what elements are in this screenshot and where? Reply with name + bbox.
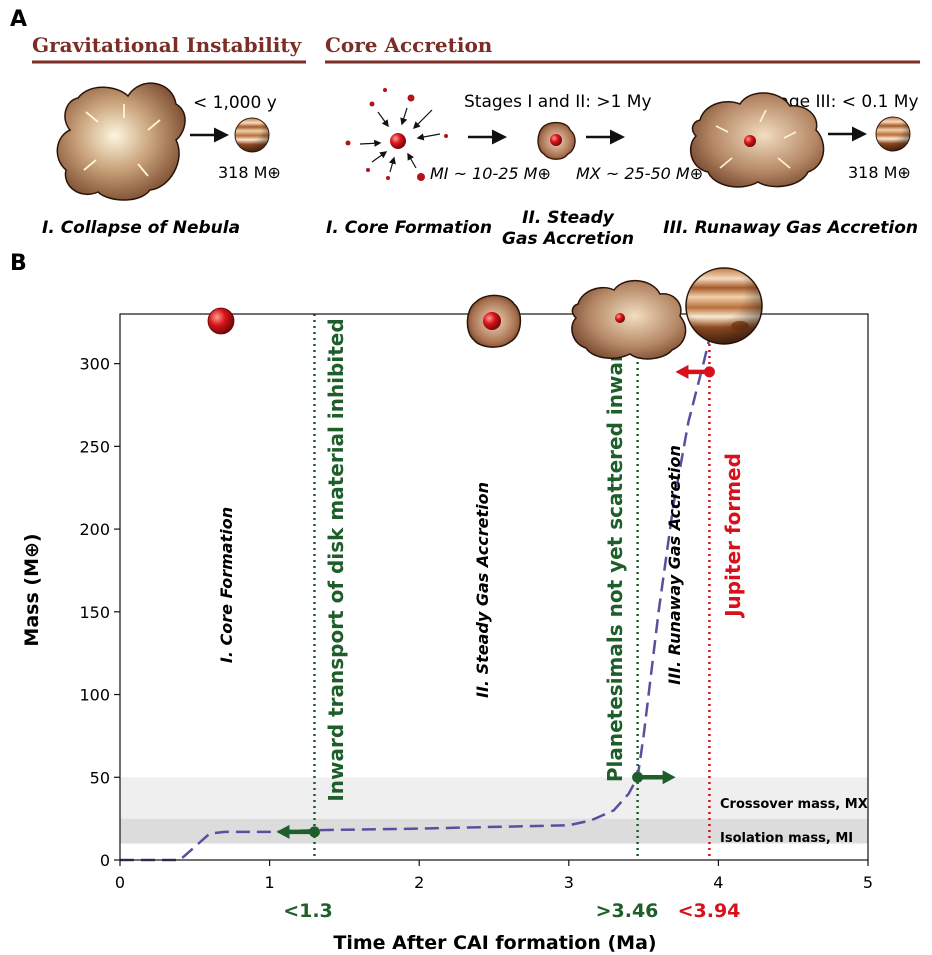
marker-label-1-3: <1.3 xyxy=(283,900,333,922)
phase-runaway-gas-accretion: III. Runaway Gas Accretion xyxy=(665,445,684,685)
marker-arrow-head xyxy=(276,824,290,839)
y-tick-label: 250 xyxy=(79,437,110,456)
core-icon xyxy=(207,307,235,335)
isolation-mass-label: Isolation mass, MI xyxy=(720,831,853,846)
y-axis-ticks: 0 50 100 150 200 250 300 xyxy=(79,355,120,870)
steady-accretion-icon xyxy=(537,121,576,160)
mass-bands xyxy=(120,777,868,844)
runaway-cloud-plot-icon xyxy=(571,280,687,360)
label-jupiter-formed: Jupiter formed xyxy=(721,453,745,619)
planetesimals-icon xyxy=(345,88,448,181)
y-tick-label: 150 xyxy=(79,603,110,622)
marker-point xyxy=(308,826,320,838)
ca-mass-label: 318 M⊕ xyxy=(848,163,911,182)
caption-core-formation: I. Core Formation xyxy=(326,218,492,238)
stages-i-ii-label: Stages I and II: >1 My xyxy=(464,92,652,112)
x-tick-label: 1 xyxy=(265,873,275,892)
runaway-cloud-icon xyxy=(689,92,825,188)
crossover-mass-label: Crossover mass, MX xyxy=(720,797,868,812)
marker-label-3-46: >3.46 xyxy=(596,900,659,922)
y-tick-label: 100 xyxy=(79,686,110,705)
x-tick-label: 4 xyxy=(713,873,723,892)
event-markers xyxy=(276,364,715,839)
mass-x-label: MX ~ 25-50 M⊕ xyxy=(576,164,703,183)
panel-b-letter: B xyxy=(10,251,27,276)
x-tick-label: 2 xyxy=(414,873,424,892)
marker-arrow-head xyxy=(675,364,689,379)
jupiter-plot-icon xyxy=(685,267,763,345)
x-axis-ticks: 0 1 2 3 4 5 xyxy=(115,860,873,892)
nebula-cloud xyxy=(56,82,186,201)
caption-steady-line1: II. Steady xyxy=(522,208,615,228)
x-axis-label: Time After CAI formation (Ma) xyxy=(333,932,656,954)
band-crossover xyxy=(120,777,868,819)
y-tick-label: 50 xyxy=(90,768,110,787)
phase-core-formation: I. Core Formation xyxy=(217,507,236,663)
jupiter-icon-2 xyxy=(875,116,911,152)
y-tick-label: 300 xyxy=(79,355,110,374)
marker-arrow-head xyxy=(662,770,676,785)
panel-a: A Gravitational Instability Core Accreti… xyxy=(10,7,920,249)
caption-collapse-of-nebula: I. Collapse of Nebula xyxy=(42,218,240,238)
label-planetesimals: Planetesimals not yet scattered inward xyxy=(603,338,627,782)
gi-mass-label: 318 M⊕ xyxy=(218,163,281,182)
panel-b: B 0 1 2 3 4 5 0 50 100 150 200 250 300 Crossover ma… xyxy=(10,251,873,954)
mass-growth-curve xyxy=(120,338,711,862)
x-tick-label: 0 xyxy=(115,873,125,892)
gi-time-label: < 1,000 y xyxy=(193,93,277,113)
caption-runaway: III. Runaway Gas Accretion xyxy=(663,218,918,238)
jupiter-icon xyxy=(234,117,270,153)
marker-point xyxy=(632,771,644,783)
y-axis-label: Mass (M⊕) xyxy=(21,533,43,646)
phase-steady-gas-accretion: II. Steady Gas Accretion xyxy=(473,482,492,698)
section-core-accretion: Core Accretion xyxy=(325,33,493,57)
marker-point xyxy=(703,366,715,378)
vertical-lines xyxy=(313,314,711,860)
y-tick-label: 0 xyxy=(100,851,110,870)
x-tick-label: 5 xyxy=(863,873,873,892)
steady-accretion-plot-icon xyxy=(466,294,522,348)
label-inward-transport: Inward transport of disk material inhibi… xyxy=(324,318,348,801)
mass-i-label: MI ~ 10-25 M⊕ xyxy=(430,164,551,183)
panel-a-letter: A xyxy=(10,7,27,32)
y-tick-label: 200 xyxy=(79,520,110,539)
x-tick-label: 3 xyxy=(564,873,574,892)
section-gravitational-instability: Gravitational Instability xyxy=(32,33,303,57)
marker-label-3-94: <3.94 xyxy=(678,900,741,922)
caption-steady-line2: Gas Accretion xyxy=(502,229,634,249)
